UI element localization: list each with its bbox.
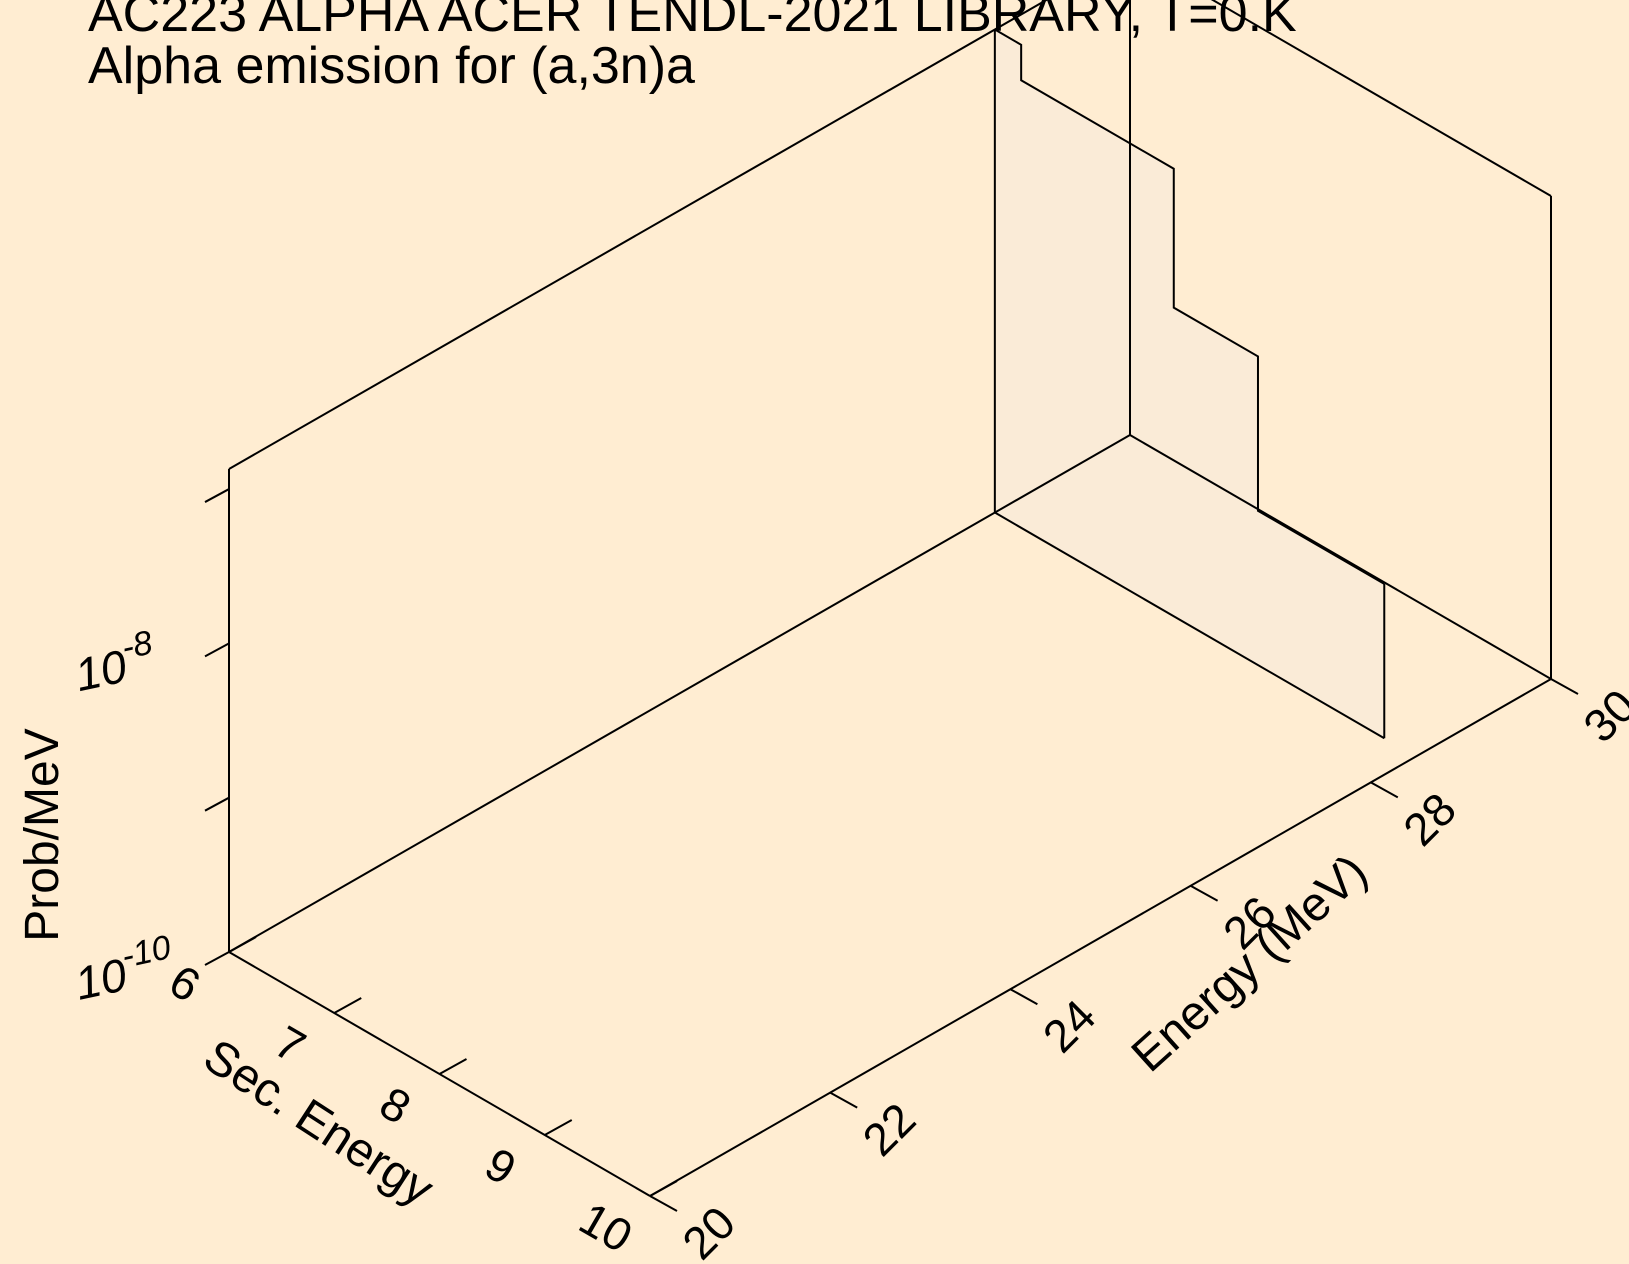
surface-slice-curve bbox=[994, 28, 1385, 585]
box-frame bbox=[228, 0, 1552, 1197]
box-edge-floor-front bbox=[649, 678, 1552, 1197]
z-axis-tick bbox=[204, 951, 230, 966]
z-tick-label-base: 10 bbox=[70, 948, 131, 1010]
x-axis-tick bbox=[1370, 781, 1399, 799]
z-axis-tick bbox=[204, 642, 230, 658]
chart-title-line-2: Alpha emission for (a,3n)a bbox=[88, 37, 695, 95]
x-axis-title: Energy (MeV) bbox=[1122, 845, 1378, 1083]
x-tick-label: 28 bbox=[1393, 783, 1466, 856]
surface-slice-fill bbox=[994, 29, 1385, 739]
z-tick-label-text: 10-8 bbox=[68, 624, 161, 702]
x-tick-label: 24 bbox=[1033, 989, 1106, 1062]
y-axis-tick bbox=[333, 997, 362, 1014]
surface-slice-base bbox=[994, 511, 1385, 740]
y-tick-label: 10 bbox=[571, 1192, 641, 1263]
x-tick-label: 20 bbox=[672, 1196, 745, 1264]
box-edge-floor-right bbox=[1129, 434, 1552, 680]
z-tick-label-exponent: -8 bbox=[118, 624, 156, 667]
surface-layer bbox=[993, 28, 1386, 740]
z-axis-tick bbox=[204, 796, 230, 812]
x-axis-tick bbox=[1190, 884, 1219, 902]
x-tick-label: 22 bbox=[852, 1093, 925, 1166]
y-axis-title: Sec. Energy bbox=[194, 1030, 442, 1217]
x-axis-tick bbox=[1009, 988, 1038, 1006]
y-tick-label: 8 bbox=[371, 1076, 419, 1134]
z-axis-title: Prob/MeV bbox=[16, 728, 69, 941]
box-edge-floor-back bbox=[228, 434, 1131, 953]
box-edge-top-back bbox=[228, 0, 1049, 470]
y-axis-tick bbox=[228, 936, 257, 953]
box-edge-top-right bbox=[1210, 0, 1552, 197]
x-axis-tick bbox=[1550, 678, 1579, 695]
axis-ticks bbox=[204, 488, 1579, 1212]
z-tick-label: 10-8 bbox=[68, 624, 161, 702]
z-axis-tick bbox=[204, 488, 230, 503]
z-tick-label-base: 10 bbox=[70, 640, 131, 702]
y-axis-tick bbox=[649, 1180, 678, 1197]
y-tick-label: 9 bbox=[477, 1137, 525, 1195]
x-axis-tick bbox=[649, 1195, 678, 1212]
x-tick-label: 30 bbox=[1573, 679, 1629, 752]
z-tick-label-exponent: -10 bbox=[118, 928, 174, 975]
y-axis-tick bbox=[544, 1119, 573, 1136]
chart-title-line-1: AC223 ALPHA ACER TENDL-2021 LIBRARY, T=0… bbox=[88, 0, 1297, 43]
y-axis-tick bbox=[439, 1058, 467, 1075]
x-axis-tick bbox=[829, 1091, 858, 1109]
